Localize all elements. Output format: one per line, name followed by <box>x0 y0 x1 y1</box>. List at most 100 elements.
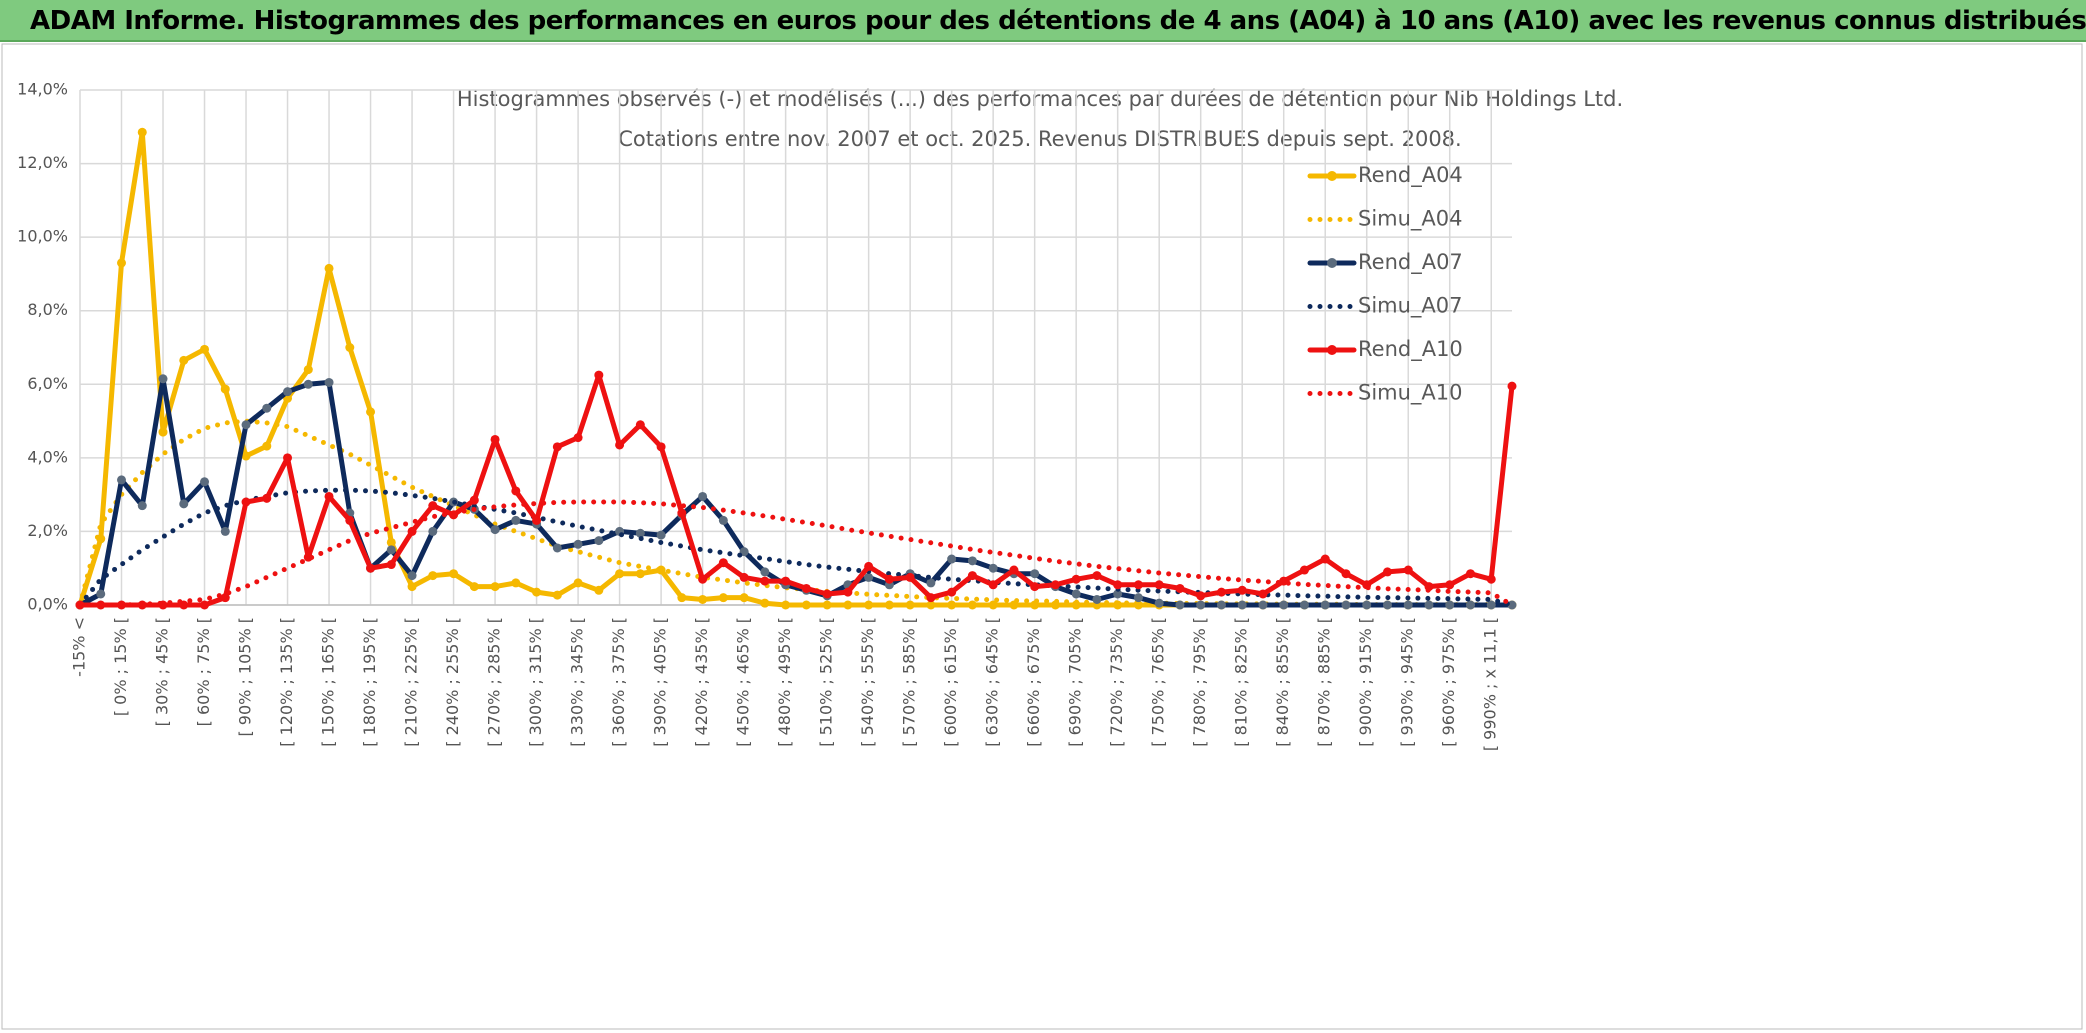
x-tick-label: [ 690% ; 705% [ <box>1066 617 1085 747</box>
y-tick-label: 8,0% <box>27 300 68 319</box>
point-marker <box>967 600 977 610</box>
point-marker <box>324 263 334 273</box>
point-marker <box>698 594 708 604</box>
point-marker <box>407 526 417 536</box>
x-tick-label: [ 330% ; 345% [ <box>568 617 587 747</box>
point-marker <box>490 434 500 444</box>
x-tick-label: [ 570% ; 585% [ <box>900 617 919 747</box>
point-marker <box>864 600 874 610</box>
point-marker <box>1175 583 1185 593</box>
point-marker <box>760 567 770 577</box>
point-marker <box>822 589 832 599</box>
point-marker <box>1465 569 1475 579</box>
point-marker <box>283 453 293 463</box>
point-marker <box>615 569 625 579</box>
x-tick-label: [ 660% ; 675% [ <box>1024 617 1043 747</box>
x-tick-label: [ 90% ; 105% [ <box>236 617 255 737</box>
point-marker <box>1320 554 1330 564</box>
observed-line <box>77 372 1515 608</box>
point-marker <box>594 536 604 546</box>
point-marker <box>345 343 355 352</box>
y-tick-label: 0,0% <box>27 595 68 614</box>
point-marker <box>490 525 500 535</box>
point-marker <box>781 600 791 610</box>
legend-label: Rend_A04 <box>1358 163 1463 188</box>
point-marker <box>366 407 376 417</box>
point-marker <box>262 441 272 451</box>
point-marker <box>158 374 168 384</box>
y-tick-label: 6,0% <box>27 374 68 393</box>
point-marker <box>407 571 417 581</box>
point-marker <box>345 515 355 525</box>
point-marker <box>656 442 666 452</box>
point-marker <box>428 501 438 511</box>
point-marker <box>573 578 583 588</box>
point-marker <box>1237 585 1247 595</box>
point-marker <box>843 587 853 597</box>
point-marker <box>781 576 791 586</box>
point-marker <box>1507 600 1517 610</box>
point-marker <box>262 403 272 413</box>
x-tick-label: [ 840% ; 855% [ <box>1273 617 1292 747</box>
point-marker <box>1092 594 1102 604</box>
point-marker <box>220 593 230 603</box>
point-marker <box>635 528 645 538</box>
point-marker <box>262 493 272 503</box>
point-marker <box>179 499 189 509</box>
point-marker <box>677 593 687 603</box>
point-marker <box>1009 565 1019 575</box>
y-tick-label: 2,0% <box>27 521 68 540</box>
point-marker <box>1382 567 1392 577</box>
point-marker <box>220 384 230 394</box>
point-marker <box>532 515 542 525</box>
point-marker <box>988 600 998 610</box>
model-line <box>77 499 1515 608</box>
point-marker <box>573 433 583 443</box>
point-marker <box>1403 600 1413 610</box>
chart: Histogrammes observés (-) et modélisés (… <box>1 43 2083 1030</box>
y-tick-label: 12,0% <box>17 153 68 172</box>
legend-marker <box>1327 258 1337 268</box>
point-marker <box>158 427 168 437</box>
point-marker <box>1071 574 1081 584</box>
point-marker <box>947 554 957 564</box>
point-marker <box>905 600 915 610</box>
point-marker <box>241 451 251 461</box>
point-marker <box>1424 600 1434 610</box>
point-marker <box>698 574 708 584</box>
point-marker <box>1445 600 1455 610</box>
point-marker <box>117 258 127 268</box>
point-marker <box>1258 589 1268 599</box>
point-marker <box>449 569 459 579</box>
point-marker <box>1279 600 1289 610</box>
x-tick-label: [ 120% ; 135% [ <box>277 617 296 747</box>
point-marker <box>1299 600 1309 610</box>
point-marker <box>1362 600 1372 610</box>
chart-frame <box>1 43 2083 1030</box>
x-tick-label: [ 630% ; 645% [ <box>983 617 1002 747</box>
point-marker <box>967 556 977 566</box>
point-marker <box>386 560 396 570</box>
x-tick-label: [ 480% ; 495% [ <box>775 617 794 747</box>
point-marker <box>303 379 313 389</box>
legend-marker <box>1327 171 1337 181</box>
point-marker <box>843 600 853 610</box>
point-marker <box>1216 587 1226 597</box>
point-marker <box>1196 591 1206 601</box>
point-marker <box>947 587 957 597</box>
point-marker <box>490 582 500 592</box>
observed-line <box>77 376 1515 608</box>
point-marker <box>656 530 666 540</box>
point-marker <box>200 477 210 487</box>
point-marker <box>1341 600 1351 610</box>
point-marker <box>1113 589 1123 599</box>
point-marker <box>1196 600 1206 610</box>
point-marker <box>241 497 251 507</box>
x-tick-label: [ 30% ; 45% [ <box>153 617 172 726</box>
x-tick-label: [ 300% ; 315% [ <box>526 617 545 747</box>
y-tick-label: 14,0% <box>17 80 68 99</box>
point-marker <box>947 600 957 610</box>
point-marker <box>864 561 874 571</box>
point-marker <box>117 475 127 485</box>
